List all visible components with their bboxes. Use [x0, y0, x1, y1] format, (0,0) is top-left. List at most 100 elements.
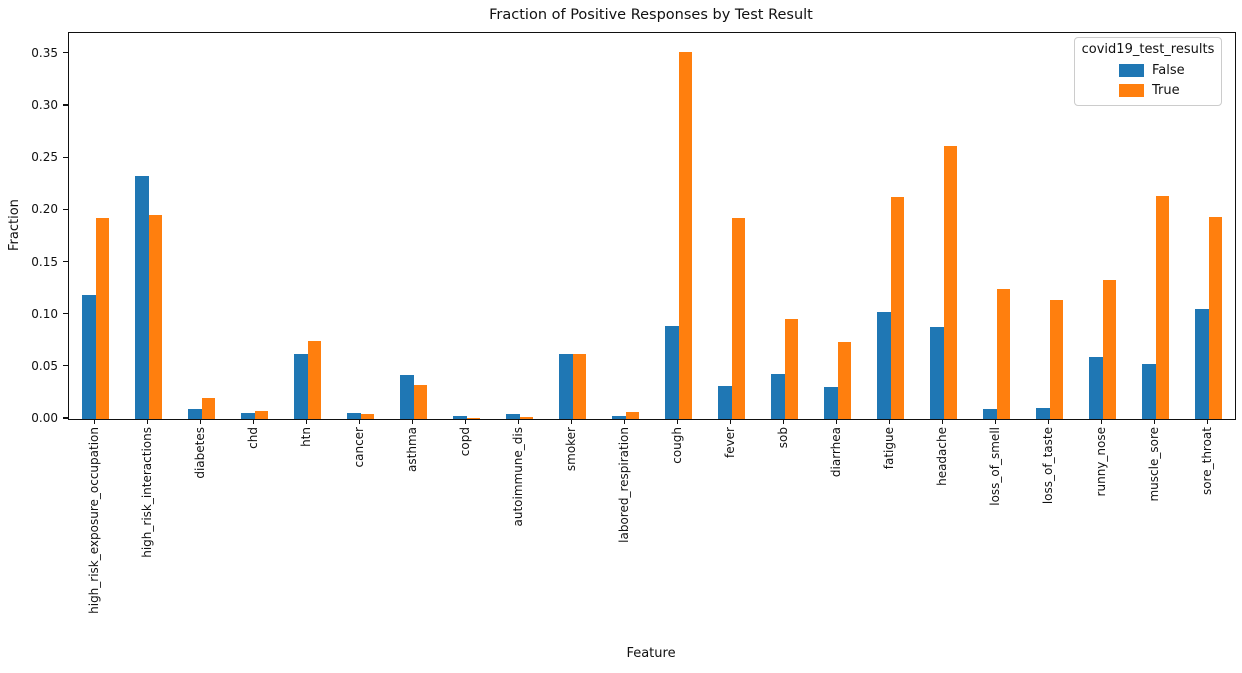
bar-runny_nose-true: [1102, 280, 1116, 419]
y-tick-mark: [63, 208, 68, 210]
bar-loss_of_taste-false: [1036, 408, 1050, 419]
x-tick-mark: [782, 419, 785, 424]
x-tick-label: muscle_sore: [1147, 427, 1161, 502]
x-tick-label: sore_throat: [1200, 427, 1214, 496]
legend-label: False: [1152, 62, 1185, 78]
x-tick-mark: [676, 419, 679, 424]
bar-autoimmune_dis-true: [519, 417, 533, 419]
legend: covid19_test_results False True: [1074, 37, 1222, 106]
bar-cough-false: [665, 326, 679, 419]
bar-asthma-false: [400, 375, 414, 419]
x-tick-label: high_risk_interactions: [140, 427, 154, 558]
x-tick-label: copd: [458, 427, 472, 457]
y-tick-label: 0.00: [31, 411, 58, 425]
legend-swatch-true: [1119, 83, 1144, 97]
bar-diabetes-true: [201, 398, 215, 419]
bar-muscle_sore-true: [1155, 196, 1169, 419]
bar-diabetes-false: [188, 409, 202, 419]
bar-cancer-true: [360, 414, 374, 419]
x-tick-mark: [252, 419, 255, 424]
bar-smoker-true: [572, 354, 586, 419]
y-tick-label: 0.25: [31, 150, 58, 165]
x-tick-mark: [1100, 419, 1103, 424]
x-tick-label: cough: [670, 427, 684, 464]
x-tick-mark: [1206, 419, 1209, 424]
x-tick-label: cancer: [352, 427, 366, 468]
bar-diarrhea-true: [837, 342, 851, 419]
x-tick-label: runny_nose: [1094, 427, 1108, 497]
bar-fatigue-true: [890, 197, 904, 419]
bar-asthma-true: [413, 385, 427, 419]
bar-muscle_sore-false: [1142, 364, 1156, 419]
y-tick-mark: [63, 365, 68, 367]
y-tick-mark: [63, 156, 68, 158]
legend-items: False True: [1075, 60, 1221, 100]
chart-title: Fraction of Positive Responses by Test R…: [489, 7, 813, 23]
x-tick-label: sob: [776, 427, 790, 449]
x-tick-mark: [199, 419, 202, 424]
x-tick-mark: [994, 419, 997, 424]
x-tick-label: high_risk_exposure_occupation: [87, 427, 101, 614]
y-tick-label: 0.15: [31, 254, 58, 269]
x-tick-label: chd: [246, 427, 260, 449]
x-tick-label: diarrhea: [829, 427, 843, 478]
y-tick-label: 0.20: [31, 202, 58, 217]
bar-high_risk_exposure_occupation-false: [82, 295, 96, 419]
y-tick-label: 0.35: [31, 45, 58, 60]
bar-runny_nose-false: [1089, 357, 1103, 419]
bar-fatigue-false: [877, 312, 891, 419]
bar-fever-false: [718, 386, 732, 419]
bar-sore_throat-false: [1195, 309, 1209, 419]
x-axis-label: Feature: [626, 646, 676, 661]
y-tick-label: 0.10: [31, 306, 58, 321]
y-tick-mark: [63, 52, 68, 54]
legend-title: covid19_test_results: [1081, 42, 1215, 57]
bar-labored_respiration-true: [625, 412, 639, 419]
x-tick-label: asthma: [405, 427, 419, 472]
bar-loss_of_taste-true: [1049, 300, 1063, 419]
bar-sob-true: [784, 319, 798, 419]
x-tick-mark: [358, 419, 361, 424]
legend-item-true: True: [1075, 80, 1221, 100]
bar-headache-true: [943, 146, 957, 419]
x-tick-label: fever: [723, 427, 737, 459]
y-tick-mark: [63, 260, 68, 263]
x-tick-mark: [570, 419, 573, 424]
y-tick-mark: [63, 104, 68, 106]
x-tick-mark: [1047, 419, 1050, 424]
x-tick-mark: [835, 419, 838, 424]
x-tick-mark: [517, 419, 520, 424]
x-tick-mark: [941, 419, 944, 424]
legend-item-false: False: [1075, 60, 1221, 80]
x-tick-label: labored_respiration: [617, 427, 631, 543]
bar-high_risk_interactions-true: [148, 215, 162, 419]
bar-chd-false: [241, 413, 255, 419]
bar-diarrhea-false: [824, 387, 838, 419]
bar-copd-true: [466, 418, 480, 419]
x-tick-label: smoker: [564, 427, 578, 472]
y-tick-mark: [63, 417, 68, 419]
bar-fever-true: [731, 218, 745, 419]
x-tick-label: htn: [299, 427, 313, 447]
bar-smoker-false: [559, 354, 573, 419]
bar-loss_of_smell-true: [996, 289, 1010, 419]
x-tick-label: fatigue: [882, 427, 896, 470]
bar-autoimmune_dis-false: [506, 414, 520, 419]
x-tick-mark: [146, 419, 149, 424]
legend-label: True: [1152, 82, 1180, 98]
bar-copd-false: [453, 416, 467, 419]
bar-htn-false: [294, 354, 308, 419]
x-tick-mark: [623, 419, 626, 424]
y-tick-mark: [63, 313, 68, 315]
legend-swatch-false: [1119, 63, 1144, 77]
bar-sob-false: [771, 374, 785, 419]
x-tick-mark: [888, 419, 891, 424]
bar-high_risk_interactions-false: [135, 176, 149, 419]
x-tick-label: diabetes: [193, 427, 207, 479]
x-tick-mark: [1153, 419, 1156, 424]
x-tick-mark: [93, 419, 96, 424]
x-tick-label: loss_of_smell: [988, 427, 1002, 506]
bar-cancer-false: [347, 413, 361, 419]
x-tick-label: autoimmune_dis: [511, 427, 525, 527]
